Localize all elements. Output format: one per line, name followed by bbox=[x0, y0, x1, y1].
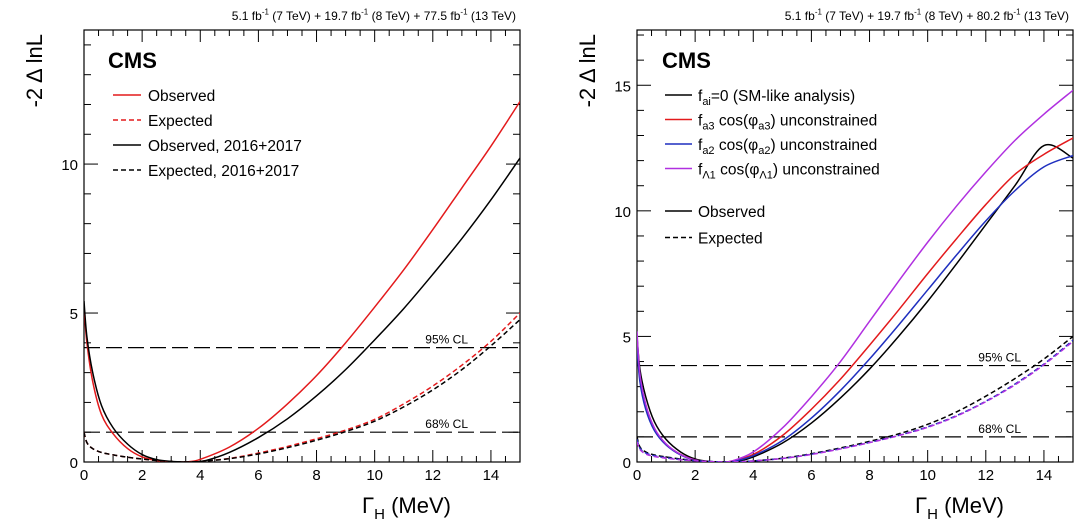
x-tick-label: 8 bbox=[865, 467, 873, 484]
y-tick-label: 5 bbox=[70, 306, 78, 323]
y-tick-label: 0 bbox=[623, 455, 631, 472]
x-axis-title: ΓH​ (MeV) bbox=[915, 493, 1004, 523]
y-axis-title: -2 Δ lnL bbox=[575, 34, 600, 107]
x-tick-label: 6 bbox=[254, 467, 262, 484]
curve-observed-2016-2017 bbox=[84, 157, 520, 462]
legend-entry: fa2​ cos(φa2​) unconstrained bbox=[698, 137, 877, 157]
curve-dashed-6 bbox=[637, 340, 1073, 462]
reference-line-label: 68% CL bbox=[425, 417, 468, 431]
x-tick-label: 4 bbox=[749, 467, 757, 484]
curve-solid-1 bbox=[637, 137, 1073, 462]
curve-expected-2016-2017 bbox=[84, 319, 520, 462]
luminosity-label: 5.1 fb-1​ (7 TeV) + 19.7 fb-1​ (8 TeV) +… bbox=[785, 8, 1069, 23]
x-tick-label: 14 bbox=[483, 467, 500, 484]
x-axis-title: ΓH​ (MeV) bbox=[362, 493, 451, 523]
x-tick-label: 10 bbox=[366, 467, 383, 484]
legend-entry: Observed bbox=[148, 88, 215, 105]
curve-group bbox=[84, 101, 520, 462]
reference-line-label: 68% CL bbox=[978, 422, 1021, 436]
legend-entry: Expected bbox=[148, 113, 213, 130]
reference-line-label: 95% CL bbox=[978, 351, 1021, 365]
experiment-label: CMS bbox=[662, 48, 711, 73]
y-tick-label: 0 bbox=[70, 455, 78, 472]
y-tick-label: 10 bbox=[614, 204, 631, 221]
legend-entry: Observed bbox=[698, 204, 765, 221]
curve-solid-0 bbox=[637, 143, 1073, 462]
y-tick-label: 5 bbox=[623, 329, 631, 346]
y-tick-label: 15 bbox=[614, 78, 631, 95]
curve-group bbox=[637, 89, 1073, 462]
reference-line-label: 95% CL bbox=[425, 333, 468, 347]
x-tick-label: 14 bbox=[1036, 467, 1053, 484]
y-tick-label: 10 bbox=[61, 157, 78, 174]
x-tick-label: 8 bbox=[312, 467, 320, 484]
legend-entry: Observed, 2016+2017 bbox=[148, 138, 302, 155]
legend-entry: fai​=0 (SM-like analysis) bbox=[698, 88, 855, 108]
x-tick-label: 0 bbox=[80, 467, 88, 484]
x-tick-label: 12 bbox=[424, 467, 441, 484]
x-tick-label: 2 bbox=[138, 467, 146, 484]
legend-entry: Expected bbox=[698, 231, 763, 248]
experiment-label: CMS bbox=[108, 48, 157, 73]
curve-solid-3 bbox=[637, 89, 1073, 462]
y-axis-title: -2 Δ lnL bbox=[22, 34, 47, 107]
chart-panel-2: 0 2 4 6 8 10 12 14 0 5 10 15 ΓH​ (MeV) -2 Δ lnL 5.1 fb… bbox=[575, 8, 1074, 523]
x-tick-label: 2 bbox=[691, 467, 699, 484]
luminosity-label: 5.1 fb-1​ (7 TeV) + 19.7 fb-1​ (8 TeV) +… bbox=[232, 8, 516, 23]
x-tick-label: 0 bbox=[633, 467, 641, 484]
legend-entry: fa3​ cos(φa3​) unconstrained bbox=[698, 113, 877, 133]
chart-panel-1: 0 2 4 6 8 10 12 14 0 5 10 ΓH​ (MeV) -2 Δ lnL 5.1 fb-1… bbox=[22, 8, 521, 523]
curve-observed bbox=[84, 101, 520, 462]
legend-entry: Expected, 2016+2017 bbox=[148, 163, 299, 180]
curve-solid-2 bbox=[637, 154, 1073, 462]
legend-entry: fΛ1​ cos(φΛ1​) unconstrained bbox=[698, 162, 880, 182]
x-tick-label: 12 bbox=[977, 467, 994, 484]
x-tick-label: 10 bbox=[919, 467, 936, 484]
x-tick-label: 4 bbox=[196, 467, 204, 484]
x-tick-label: 6 bbox=[807, 467, 815, 484]
